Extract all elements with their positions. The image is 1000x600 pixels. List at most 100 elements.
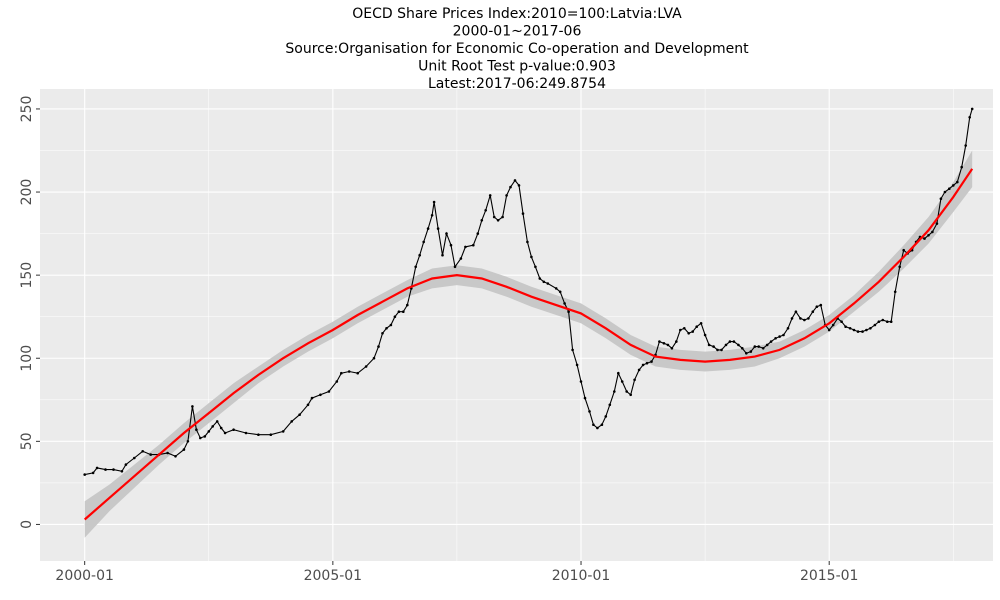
data-point xyxy=(554,287,558,290)
data-point xyxy=(790,317,794,320)
data-point xyxy=(257,433,260,437)
data-point xyxy=(521,212,525,215)
data-point xyxy=(335,380,339,383)
data-point xyxy=(662,342,666,345)
data-point xyxy=(484,209,488,212)
data-point xyxy=(223,431,227,435)
data-point xyxy=(819,303,823,307)
data-point xyxy=(670,347,674,350)
data-point xyxy=(956,180,959,184)
data-point xyxy=(281,430,285,433)
data-point xyxy=(538,277,542,280)
data-point xyxy=(675,340,678,343)
data-point xyxy=(970,107,974,111)
data-point xyxy=(112,468,115,471)
data-point xyxy=(104,468,107,471)
data-point xyxy=(124,463,128,466)
data-point xyxy=(761,347,765,350)
data-point xyxy=(952,184,955,187)
data-point xyxy=(633,378,636,382)
data-point xyxy=(203,435,207,438)
y-tick-label: 150 xyxy=(19,262,35,289)
data-point xyxy=(923,237,926,240)
trend-line xyxy=(83,168,974,521)
data-point xyxy=(530,255,533,259)
data-point xyxy=(840,320,843,324)
data-point xyxy=(948,187,951,190)
y-tick-label: 100 xyxy=(19,345,35,372)
data-point xyxy=(347,370,351,373)
data-point xyxy=(356,371,360,375)
data-point xyxy=(877,320,881,324)
data-point xyxy=(886,320,889,324)
data-point xyxy=(464,245,467,249)
data-point xyxy=(707,343,711,347)
data-point xyxy=(459,257,463,260)
data-point xyxy=(381,332,384,335)
data-point xyxy=(397,310,401,314)
series-line xyxy=(84,108,973,476)
data-point xyxy=(195,428,198,432)
data-point xyxy=(166,451,169,455)
data-point xyxy=(219,426,223,430)
data-point xyxy=(720,348,723,352)
data-point xyxy=(402,310,405,314)
data-point xyxy=(558,290,562,294)
data-point xyxy=(592,423,595,427)
data-point xyxy=(939,197,943,200)
title-line: Source:Organisation for Economic Co-oper… xyxy=(285,41,749,57)
data-point xyxy=(513,179,517,182)
data-point xyxy=(340,371,343,375)
data-point xyxy=(372,356,376,360)
plot-panel xyxy=(40,89,993,561)
data-point xyxy=(215,420,219,423)
data-point xyxy=(244,431,248,435)
data-point xyxy=(505,194,508,197)
data-point xyxy=(426,227,430,230)
title-line: 2000-01~2017-06 xyxy=(453,24,582,40)
data-point xyxy=(526,240,529,244)
data-point xyxy=(476,232,480,235)
y-tick-label: 200 xyxy=(19,179,35,206)
data-point xyxy=(712,345,715,348)
data-point xyxy=(703,333,707,337)
data-point xyxy=(385,327,388,330)
data-point xyxy=(207,430,211,433)
data-point xyxy=(960,165,963,169)
data-point xyxy=(786,327,790,330)
data-point xyxy=(406,303,409,307)
data-point xyxy=(637,368,641,372)
x-axis: 2000-01 2005-01 2010-01 2015-01 xyxy=(55,561,858,584)
data-point xyxy=(472,243,475,247)
data-point xyxy=(695,325,698,329)
data-point xyxy=(441,253,444,257)
y-tick-label: 50 xyxy=(19,432,35,450)
y-tick-label: 0 xyxy=(19,520,35,529)
chart-title: OECD Share Prices Index:2010=100:Latvia:… xyxy=(285,6,749,92)
x-tick-label: 2015-01 xyxy=(800,568,859,584)
data-point xyxy=(186,440,190,443)
data-point xyxy=(496,219,500,222)
data-point xyxy=(120,470,124,473)
data-point xyxy=(182,448,186,451)
data-point xyxy=(893,290,897,294)
data-point xyxy=(687,332,690,335)
data-point xyxy=(91,471,95,475)
data-point xyxy=(852,328,856,332)
y-tick-label: 250 xyxy=(19,96,35,123)
data-point xyxy=(873,323,877,327)
data-point xyxy=(327,390,331,393)
data-point xyxy=(600,423,604,427)
data-point xyxy=(449,243,453,247)
data-point xyxy=(432,200,436,204)
data-point xyxy=(935,222,939,225)
series-points xyxy=(83,107,974,476)
data-point xyxy=(749,350,753,353)
data-point xyxy=(807,317,810,320)
data-point xyxy=(588,410,591,413)
data-point xyxy=(803,318,806,322)
data-point xyxy=(232,428,235,432)
data-point xyxy=(377,345,380,348)
data-point xyxy=(968,116,971,119)
